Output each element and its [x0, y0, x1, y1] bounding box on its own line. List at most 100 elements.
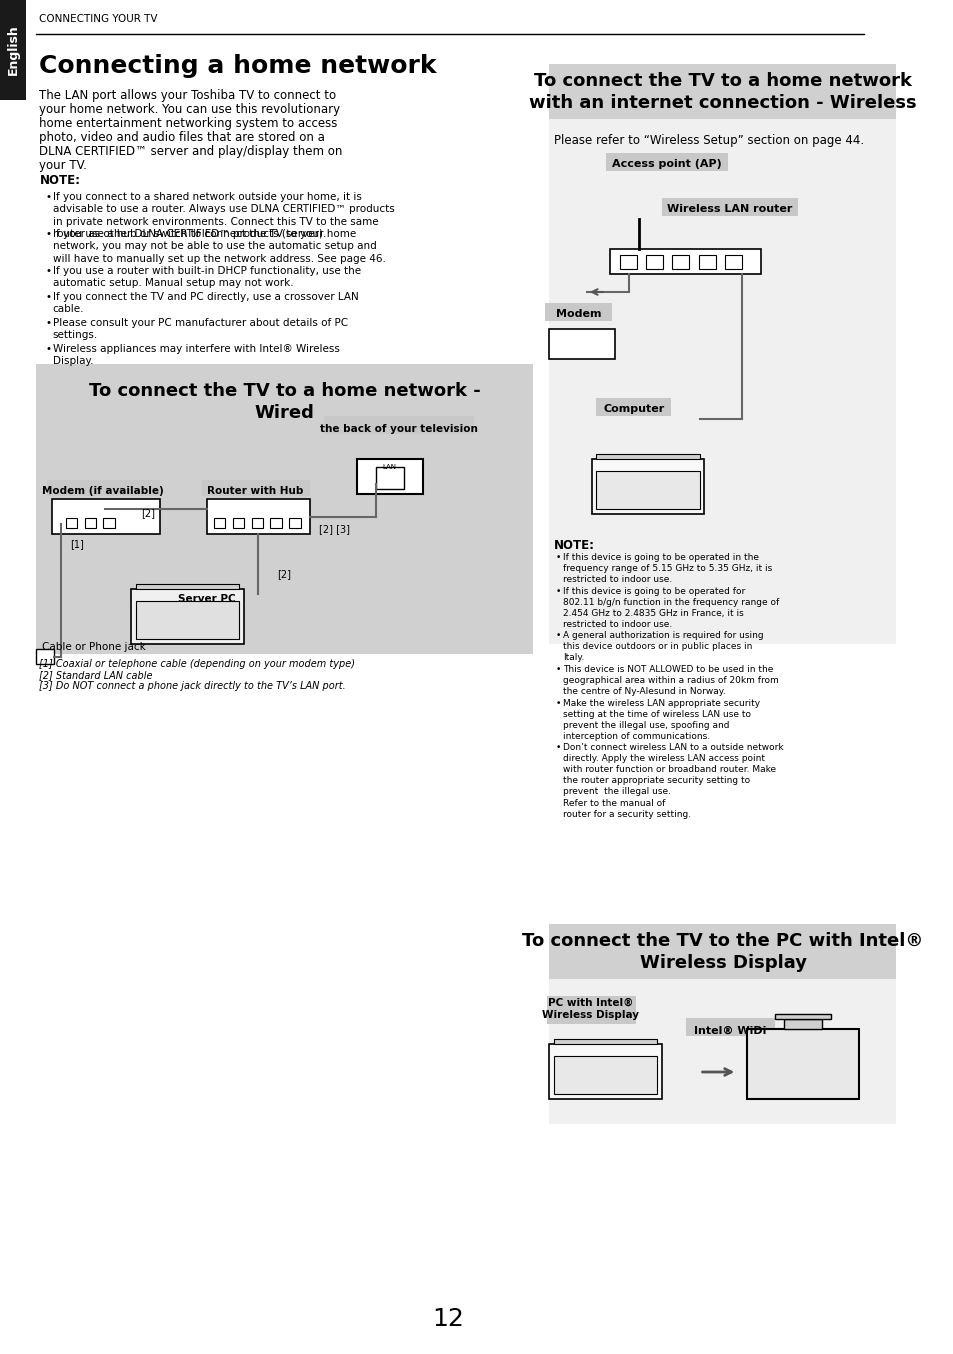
Text: Server PC: Server PC: [177, 594, 235, 604]
Bar: [596, 471, 699, 509]
Text: Access point (AP): Access point (AP): [611, 158, 720, 169]
Bar: [554, 1056, 657, 1094]
Text: •: •: [556, 552, 560, 562]
Bar: [783, 1020, 821, 1029]
Text: •: •: [45, 192, 51, 202]
Bar: [596, 454, 699, 459]
Text: Please consult your PC manufacturer about details of PC
settings.: Please consult your PC manufacturer abou…: [52, 318, 347, 340]
Text: To connect the TV to the PC with Intel®
Wireless Display: To connect the TV to the PC with Intel® …: [522, 932, 923, 972]
Text: [1] Coaxial or telephone cable (depending on your modem type): [1] Coaxial or telephone cable (dependin…: [39, 659, 355, 669]
Bar: [35, 649, 54, 663]
Bar: [549, 329, 615, 359]
Bar: [103, 519, 114, 528]
Text: [2] Standard LAN cable: [2] Standard LAN cable: [39, 670, 152, 680]
Text: home entertainment networking system to access: home entertainment networking system to …: [39, 116, 337, 130]
Text: If you connect the TV and PC directly, use a crossover LAN
cable.: If you connect the TV and PC directly, u…: [52, 292, 358, 314]
Bar: [774, 1014, 830, 1020]
Text: To connect the TV to a home network
with an internet connection - Wireless: To connect the TV to a home network with…: [529, 72, 916, 112]
Bar: [0, 0, 27, 100]
Text: •: •: [556, 588, 560, 596]
Bar: [356, 459, 422, 494]
Bar: [554, 1039, 657, 1044]
Text: [2]: [2]: [141, 508, 154, 519]
Bar: [672, 255, 689, 269]
Bar: [136, 584, 239, 589]
Text: [1]: [1]: [71, 539, 84, 548]
Text: To connect the TV to a home network -
Wired: To connect the TV to a home network - Wi…: [89, 382, 480, 422]
Text: •: •: [556, 743, 560, 751]
Bar: [685, 1018, 774, 1036]
Bar: [85, 519, 95, 528]
Text: Please refer to “Wireless Setup” section on page 44.: Please refer to “Wireless Setup” section…: [554, 134, 863, 148]
Bar: [136, 601, 239, 639]
Text: photo, video and audio files that are stored on a: photo, video and audio files that are st…: [39, 131, 325, 144]
Text: If this device is going to be operated in the
frequency range of 5.15 GHz to 5.3: If this device is going to be operated i…: [563, 552, 772, 584]
Text: This device is NOT ALLOWED to be used in the
geographical area within a radius o: This device is NOT ALLOWED to be used in…: [563, 665, 779, 696]
Bar: [544, 303, 612, 321]
Bar: [549, 64, 896, 119]
Text: •: •: [556, 665, 560, 674]
Bar: [169, 590, 244, 607]
Bar: [35, 364, 533, 654]
Bar: [324, 416, 474, 435]
Bar: [202, 481, 310, 496]
Text: DLNA CERTIFIED™ server and play/display them on: DLNA CERTIFIED™ server and play/display …: [39, 145, 342, 158]
Bar: [51, 500, 159, 533]
Bar: [549, 923, 896, 979]
Text: NOTE:: NOTE:: [39, 175, 80, 187]
Text: NOTE:: NOTE:: [554, 539, 595, 552]
Text: Connecting a home network: Connecting a home network: [39, 54, 436, 79]
Bar: [271, 519, 281, 528]
Bar: [375, 467, 403, 489]
Bar: [549, 923, 896, 1124]
Text: The LAN port allows your Toshiba TV to connect to: The LAN port allows your Toshiba TV to c…: [39, 89, 336, 102]
Text: Make the wireless LAN appropriate security
setting at the time of wireless LAN u: Make the wireless LAN appropriate securi…: [563, 699, 760, 741]
Bar: [605, 153, 727, 171]
Text: Wireless LAN router: Wireless LAN router: [666, 204, 792, 214]
Text: •: •: [556, 699, 560, 708]
Text: the back of your television: the back of your television: [320, 424, 477, 435]
Text: Wireless appliances may interfere with Intel® Wireless
Display.: Wireless appliances may interfere with I…: [52, 344, 339, 367]
Bar: [549, 1044, 661, 1099]
Text: Computer: Computer: [602, 403, 664, 414]
Text: •: •: [45, 318, 51, 328]
Text: English: English: [7, 24, 20, 76]
Text: •: •: [45, 265, 51, 276]
Bar: [610, 249, 760, 274]
Text: Don’t connect wireless LAN to a outside network
directly. Apply the wireless LAN: Don’t connect wireless LAN to a outside …: [563, 743, 783, 819]
Bar: [596, 398, 671, 416]
Text: •: •: [45, 292, 51, 302]
Text: Router with Hub: Router with Hub: [207, 486, 303, 496]
Text: Modem: Modem: [556, 309, 600, 320]
Text: If you connect to a shared network outside your home, it is
advisable to use a r: If you connect to a shared network outsi…: [52, 192, 394, 240]
Bar: [207, 500, 310, 533]
Bar: [591, 459, 703, 515]
Text: Cable or Phone jack: Cable or Phone jack: [42, 642, 146, 653]
Bar: [66, 519, 77, 528]
Text: •: •: [45, 344, 51, 353]
Text: your home network. You can use this revolutionary: your home network. You can use this revo…: [39, 103, 340, 116]
Text: If you use a hub or switch to connect the TV to your home
network, you may not b: If you use a hub or switch to connect th…: [52, 229, 385, 264]
Text: [2]: [2]: [276, 569, 291, 580]
Text: If you use a router with built-in DHCP functionality, use the
automatic setup. M: If you use a router with built-in DHCP f…: [52, 265, 360, 288]
Text: •: •: [45, 229, 51, 240]
Bar: [546, 997, 635, 1024]
Text: [3] Do NOT connect a phone jack directly to the TV’s LAN port.: [3] Do NOT connect a phone jack directly…: [39, 681, 346, 691]
Text: Intel® WiDi: Intel® WiDi: [693, 1026, 765, 1036]
Text: 12: 12: [432, 1307, 463, 1331]
Bar: [289, 519, 300, 528]
Text: •: •: [556, 631, 560, 640]
Text: your TV.: your TV.: [39, 158, 88, 172]
Text: A general authorization is required for using
this device outdoors or in public : A general authorization is required for …: [563, 631, 763, 662]
Bar: [233, 519, 244, 528]
Bar: [645, 255, 662, 269]
Bar: [132, 589, 244, 645]
Bar: [661, 198, 798, 217]
Bar: [213, 519, 225, 528]
Bar: [252, 519, 263, 528]
Bar: [47, 481, 159, 496]
Text: Modem (if available): Modem (if available): [42, 486, 164, 496]
Text: If this device is going to be operated for
802.11 b/g/n function in the frequenc: If this device is going to be operated f…: [563, 588, 779, 630]
Bar: [746, 1029, 859, 1099]
Bar: [619, 255, 636, 269]
